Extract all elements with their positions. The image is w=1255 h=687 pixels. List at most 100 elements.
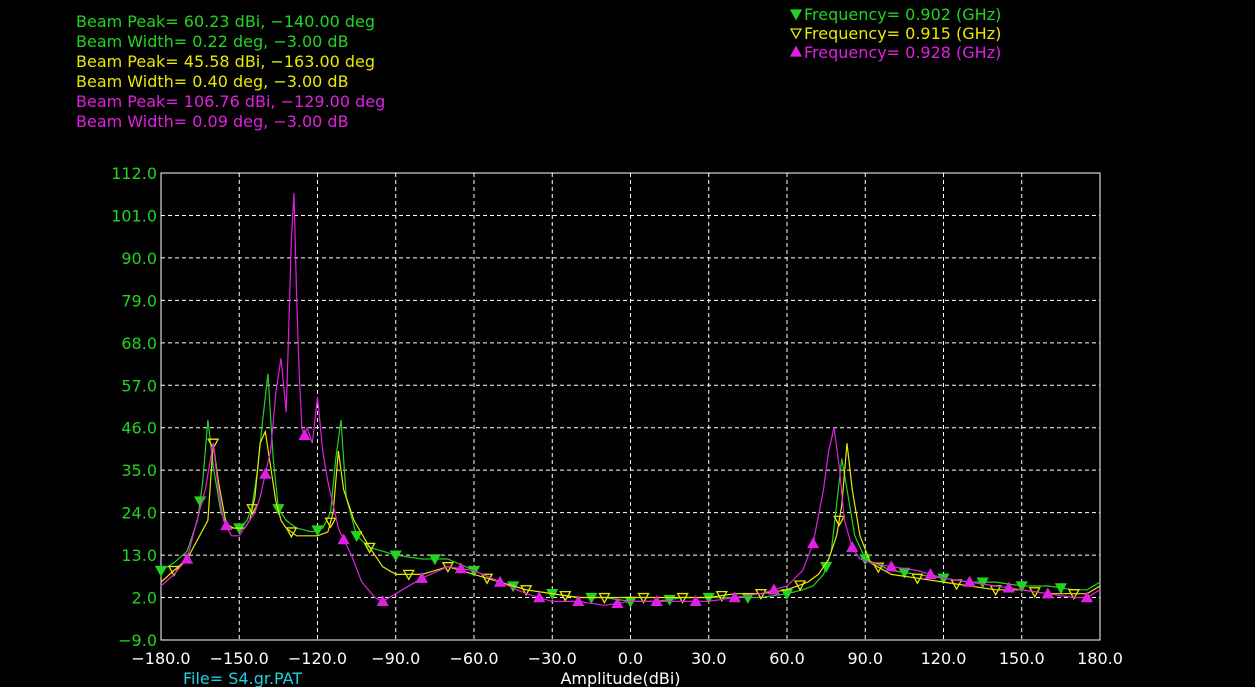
data-point-marker	[285, 527, 298, 539]
data-point-marker	[337, 533, 350, 545]
data-point-marker	[793, 580, 807, 592]
x-tick-label: 120.0	[921, 649, 967, 668]
beam-annotation: Beam Peak= 60.23 dBi, −140.00 deg	[76, 12, 375, 31]
data-point-marker	[911, 573, 924, 585]
data-point-marker	[298, 429, 311, 441]
data-point-marker	[872, 562, 885, 574]
beam-annotation: Beam Width= 0.40 deg, −3.00 dB	[76, 72, 349, 91]
data-point-marker	[572, 595, 585, 607]
data-point-marker	[363, 542, 376, 554]
grid-lines	[161, 173, 1100, 640]
data-point-marker	[715, 590, 728, 602]
data-point-marker	[963, 575, 976, 587]
x-tick-label: 0.0	[618, 649, 643, 668]
data-point-marker	[833, 515, 846, 527]
y-tick-label: −9.0	[118, 631, 157, 650]
data-point-marker	[1041, 587, 1054, 599]
data-point-marker	[493, 575, 507, 587]
data-point-marker	[428, 554, 441, 566]
y-tick-labels: −9.0 2.0 13.0 24.0 35.0 46.0 57.0 68.0 79.0 90.0 1…	[111, 164, 157, 650]
x-tick-label: −150.0	[210, 649, 269, 668]
data-point-marker	[1080, 591, 1094, 603]
series-1	[160, 429, 1101, 604]
beam-annotation: Beam Peak= 45.58 dBi, −163.00 deg	[76, 52, 375, 71]
data-point-marker	[259, 467, 272, 479]
legend-entry: Frequency= 0.915 (GHz)	[804, 24, 1001, 43]
legend: Frequency= 0.902 (GHz)Frequency= 0.915 (…	[789, 5, 1001, 62]
data-point-marker	[924, 568, 937, 580]
y-tick-label: 24.0	[121, 504, 157, 523]
x-tick-label: 60.0	[769, 649, 805, 668]
data-point-marker	[728, 591, 741, 603]
y-tick-label: 2.0	[132, 589, 157, 608]
y-tick-label: 68.0	[121, 334, 157, 353]
data-point-marker	[246, 504, 259, 516]
legend-marker	[789, 28, 803, 40]
x-tick-label: −60.0	[449, 649, 498, 668]
beam-annotation: Beam Peak= 106.76 dBi, −129.00 deg	[76, 92, 385, 111]
y-tick-label: 79.0	[121, 291, 157, 310]
plot-frame	[160, 172, 1101, 641]
y-tick-label: 112.0	[111, 164, 157, 183]
beam-annotation: Beam Width= 0.09 deg, −3.00 dB	[76, 112, 349, 131]
y-tick-label: 35.0	[121, 461, 157, 480]
data-point-marker	[376, 595, 389, 607]
data-point-marker	[454, 562, 468, 574]
data-point-marker	[650, 595, 663, 607]
x-tick-label: −120.0	[288, 649, 347, 668]
data-point-marker	[402, 569, 415, 581]
data-point-marker	[767, 583, 781, 595]
series-layer	[154, 193, 1101, 608]
x-tick-label: 180.0	[1077, 649, 1123, 668]
y-tick-label: 57.0	[121, 376, 157, 395]
data-point-marker	[311, 525, 324, 537]
data-point-marker	[533, 591, 546, 603]
data-point-marker	[976, 577, 989, 589]
data-point-marker	[637, 592, 650, 604]
file-label: File= S4.gr.PAT	[183, 669, 302, 687]
data-point-marker	[415, 571, 428, 583]
x-tick-label: 30.0	[691, 649, 727, 668]
legend-marker	[789, 45, 803, 57]
beam-annotation: Beam Width= 0.22 deg, −3.00 dB	[76, 32, 349, 51]
y-tick-label: 13.0	[121, 546, 157, 565]
data-point-marker	[598, 592, 611, 604]
data-point-marker	[180, 552, 194, 564]
data-point-marker	[885, 560, 898, 572]
data-point-marker	[559, 590, 572, 602]
data-point-marker	[480, 573, 494, 585]
legend-entry: Frequency= 0.902 (GHz)	[804, 5, 1001, 24]
x-tick-label: 150.0	[999, 649, 1045, 668]
legend-marker	[789, 9, 803, 21]
data-point-marker	[154, 565, 168, 577]
data-point-marker	[1015, 581, 1028, 593]
y-tick-label: 46.0	[121, 419, 157, 438]
y-tick-label: 90.0	[121, 249, 157, 268]
data-point-marker	[676, 592, 689, 604]
data-point-marker	[389, 550, 402, 562]
data-point-marker	[1054, 583, 1067, 595]
data-point-marker	[1002, 581, 1015, 593]
legend-entry: Frequency= 0.928 (GHz)	[804, 43, 1001, 62]
x-tick-label: −180.0	[131, 649, 190, 668]
data-point-marker	[806, 537, 820, 549]
data-point-marker	[846, 541, 859, 553]
data-point-marker	[520, 585, 533, 597]
data-point-marker	[324, 517, 337, 529]
data-point-marker	[611, 596, 624, 608]
data-point-marker	[207, 438, 220, 450]
data-point-marker	[220, 519, 233, 531]
x-tick-label: 90.0	[847, 649, 883, 668]
y-tick-label: 101.0	[111, 206, 157, 225]
x-tick-label: −90.0	[371, 649, 420, 668]
x-axis-label: Amplitude(dBi)	[560, 669, 680, 687]
data-point-marker	[1067, 589, 1081, 601]
series-2	[160, 193, 1101, 608]
x-tick-label: −30.0	[528, 649, 577, 668]
data-point-marker	[350, 531, 363, 543]
data-point-marker	[689, 595, 702, 607]
x-tick-labels: −180.0 −150.0 −120.0 −90.0 −60.0 −30.0 0.0 30.0…	[131, 649, 1123, 668]
